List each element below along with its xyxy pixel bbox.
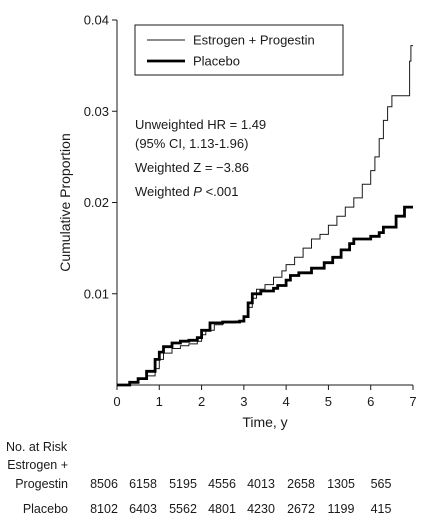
risk-value: 1305 <box>327 477 355 491</box>
risk-value: 4556 <box>208 477 236 491</box>
series-line-estrogen-progestin <box>117 45 413 386</box>
risk-value: 415 <box>370 502 392 516</box>
legend-box <box>134 24 344 76</box>
y-tick-label: 0.01 <box>84 286 109 301</box>
risk-value: 4013 <box>247 477 275 491</box>
risk-table-title: No. at Risk <box>6 440 68 454</box>
annotation-text: Weighted Z = −3.86 <box>135 160 249 175</box>
x-tick-label: 5 <box>325 394 332 409</box>
annotation-text: Weighted P <.001 <box>135 184 238 199</box>
risk-row-label: Progestin <box>15 477 68 491</box>
x-axis-label: Time, y <box>242 414 287 430</box>
risk-row-label: Placebo <box>22 502 68 516</box>
legend: Estrogen + Progestin Placebo <box>134 24 344 76</box>
x-tick-label: 2 <box>198 394 205 409</box>
risk-value: 8102 <box>90 502 118 516</box>
legend-label: Estrogen + Progestin <box>193 33 315 48</box>
risk-value: 2658 <box>287 477 315 491</box>
risk-value: 6158 <box>129 477 157 491</box>
risk-value: 8506 <box>90 477 118 491</box>
risk-value: 2672 <box>287 502 315 516</box>
annotation-italic-p: P <box>193 184 202 199</box>
risk-value: 4801 <box>208 502 236 516</box>
x-tick-label: 3 <box>240 394 247 409</box>
annotation-part: <.001 <box>202 184 239 199</box>
risk-value: 565 <box>370 477 392 491</box>
y-tick-label: 0.02 <box>84 195 109 210</box>
risk-value: 5562 <box>169 502 197 516</box>
risk-value: 6403 <box>129 502 157 516</box>
x-tick-label: 4 <box>283 394 290 409</box>
series-line-placebo <box>117 205 413 387</box>
y-tick-label: 0.03 <box>84 104 109 119</box>
series-layer <box>117 45 413 387</box>
axes: 0 1 2 3 4 5 6 7 0.01 0.02 0.03 0.04 Time, y Cumulativ… <box>57 13 417 431</box>
y-tick-label: 0.04 <box>84 13 109 28</box>
risk-row-label-line1: Estrogen + <box>7 458 68 472</box>
risk-value: 4230 <box>247 502 275 516</box>
legend-label: Placebo <box>193 54 240 69</box>
risk-value: 5195 <box>169 477 197 491</box>
x-tick-label: 7 <box>409 394 416 409</box>
x-tick-label: 0 <box>113 394 120 409</box>
x-tick-label: 6 <box>367 394 374 409</box>
x-tick-label: 1 <box>156 394 163 409</box>
annotation-text: (95% CI, 1.13-1.96) <box>135 136 248 151</box>
annotation-text: Unweighted HR = 1.49 <box>135 117 266 132</box>
annotation-part: Weighted <box>135 184 193 199</box>
km-chart: 0 1 2 3 4 5 6 7 0.01 0.02 0.03 0.04 Time, y Cumulativ… <box>57 13 417 431</box>
annotation-layer: Unweighted HR = 1.49 (95% CI, 1.13-1.96) W… <box>135 117 266 199</box>
risk-value: 1199 <box>327 502 355 516</box>
y-axis-label: Cumulative Proportion <box>57 133 73 272</box>
